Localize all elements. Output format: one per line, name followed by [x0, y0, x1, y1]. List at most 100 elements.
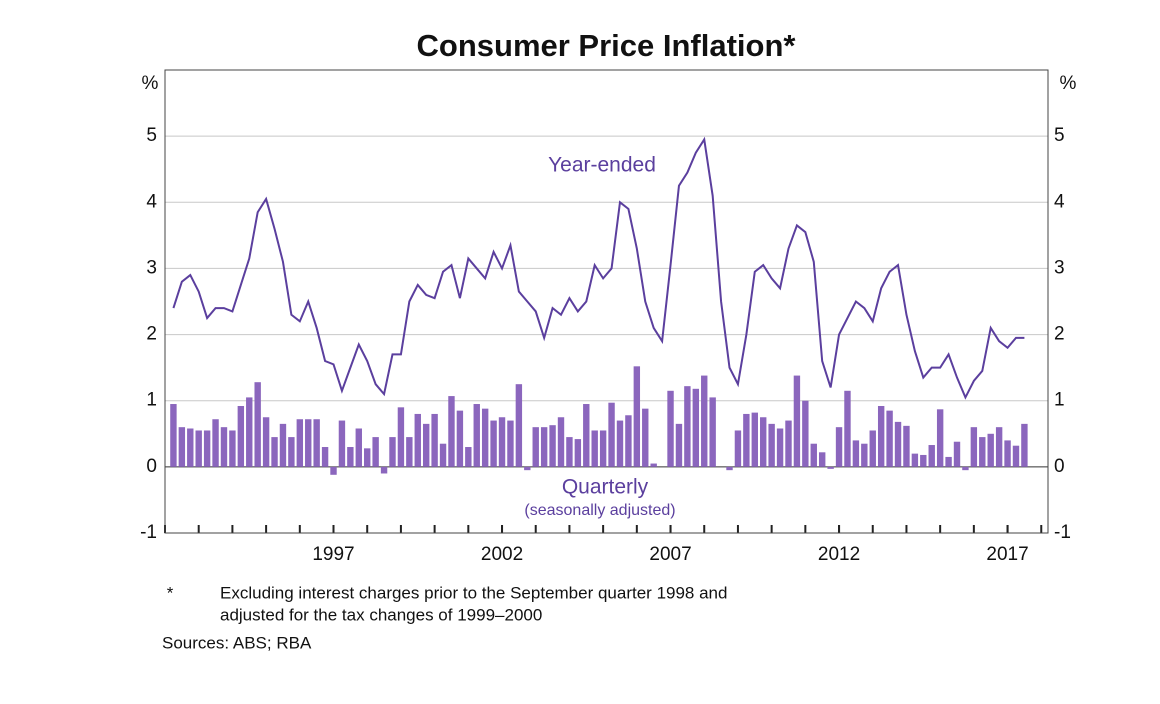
bar: [574, 439, 582, 467]
y2-tick-label: 1: [1054, 390, 1065, 411]
bar: [633, 366, 641, 467]
bar: [422, 423, 430, 467]
y-tick-label: 1: [146, 390, 157, 411]
y2-tick-label: 4: [1054, 191, 1065, 212]
y-tick-label: 0: [146, 456, 157, 477]
y-tick-label: 2: [146, 324, 157, 345]
bar: [776, 428, 784, 467]
bar: [625, 415, 632, 467]
bar: [305, 419, 312, 467]
bar: [709, 397, 716, 467]
bar: [540, 427, 548, 467]
series-note: (seasonally adjusted): [524, 502, 675, 519]
bar: [431, 413, 438, 467]
x-tick-label: 2017: [986, 544, 1028, 565]
y-unit-right: %: [1060, 73, 1077, 94]
bar: [953, 441, 961, 467]
y-tick-label: 3: [146, 257, 157, 278]
bar: [456, 410, 464, 467]
bar: [667, 390, 674, 467]
x-tick-label: 1997: [312, 544, 354, 565]
bar: [288, 437, 295, 467]
bar: [936, 409, 944, 467]
bar: [170, 404, 177, 467]
y-tick-label: 5: [146, 125, 157, 146]
y2-tick-label: -1: [1054, 522, 1071, 543]
bar: [524, 466, 531, 471]
bar: [810, 443, 817, 467]
bar: [920, 454, 927, 467]
bar: [1004, 440, 1011, 467]
bar: [481, 408, 489, 467]
bar: [246, 397, 253, 467]
bar: [380, 466, 388, 474]
bar: [549, 425, 556, 467]
bar: [894, 421, 902, 467]
bar: [532, 427, 539, 467]
bar: [330, 466, 337, 475]
bar: [397, 407, 405, 467]
bar: [987, 433, 994, 467]
bar: [608, 402, 615, 467]
bar: [852, 440, 860, 467]
footnote-marker: *: [167, 583, 174, 602]
bar: [473, 404, 480, 467]
bar: [793, 375, 801, 467]
chart-title: Consumer Price Inflation*: [417, 28, 797, 63]
series-label: Quarterly: [562, 476, 649, 499]
bar: [675, 423, 683, 467]
bar: [734, 430, 742, 467]
bar: [498, 417, 506, 467]
bar: [877, 406, 885, 467]
bar: [372, 437, 379, 467]
x-tick-label: 2002: [481, 544, 523, 565]
x-tick-label: 2007: [649, 544, 691, 565]
bar: [229, 430, 236, 467]
bar: [203, 430, 211, 467]
bar: [962, 466, 969, 471]
bar: [271, 437, 278, 467]
bar: [861, 443, 868, 467]
bar: [507, 420, 514, 467]
bar: [296, 419, 304, 467]
bar: [1021, 423, 1028, 467]
bar: [515, 384, 523, 467]
y2-tick-label: 0: [1054, 456, 1065, 477]
bar: [751, 412, 758, 467]
bar: [616, 420, 624, 467]
bar: [970, 427, 978, 467]
bar: [439, 443, 447, 467]
bar: [254, 382, 261, 467]
bar: [684, 386, 691, 467]
bar: [785, 420, 792, 467]
bar: [583, 404, 590, 467]
bar: [886, 410, 893, 467]
bar: [178, 427, 186, 467]
bar: [557, 417, 565, 467]
bar: [844, 390, 851, 467]
y-unit-left: %: [142, 73, 159, 94]
y2-tick-label: 2: [1054, 324, 1065, 345]
bar: [768, 423, 775, 467]
line: [172, 136, 1025, 400]
bar: [591, 430, 598, 467]
bar: [911, 453, 919, 467]
bar: [802, 400, 809, 467]
bar: [928, 445, 935, 467]
bar: [743, 413, 750, 467]
bar: [869, 430, 876, 467]
bar: [827, 466, 834, 469]
x-tick-label: 2012: [818, 544, 860, 565]
bar: [692, 388, 700, 467]
bar: [448, 396, 455, 467]
bar: [835, 427, 843, 467]
bar: [406, 437, 413, 467]
bar: [599, 430, 607, 467]
footnote: Excluding interest charges prior to the …: [220, 583, 727, 602]
bar: [945, 456, 952, 467]
y-tick-label: -1: [140, 522, 157, 543]
bar: [262, 417, 270, 467]
bar: [313, 419, 320, 467]
series-label: Year-ended: [548, 154, 656, 177]
